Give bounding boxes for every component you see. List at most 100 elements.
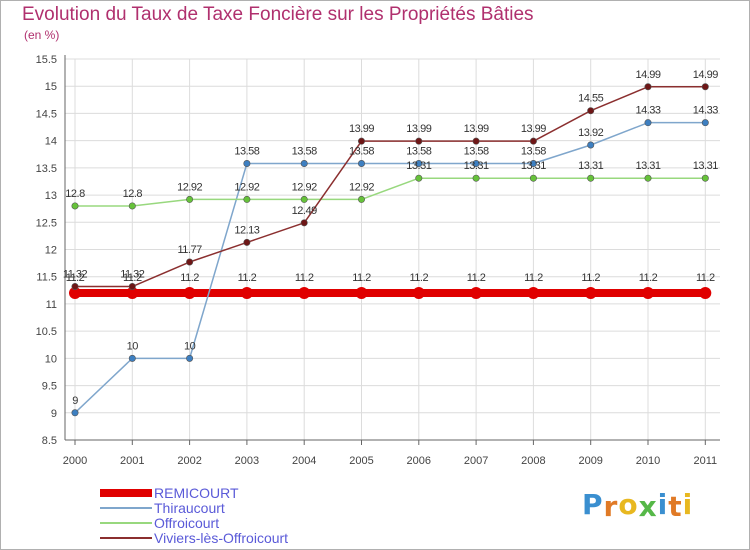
data-point [472,160,480,168]
data-label: 11.2 [238,272,257,284]
data-point [128,202,136,210]
y-tick-label: 15 [45,81,57,93]
data-label: 11.32 [63,269,88,281]
y-tick-label: 10 [45,353,57,365]
chart-title: Evolution du Taux de Taxe Foncière sur l… [22,4,534,25]
data-point [644,119,652,127]
data-label: 11.2 [295,272,314,284]
data-label: 11.2 [123,272,142,284]
data-label: 11.2 [696,272,715,284]
data-point [699,287,712,300]
data-point [186,195,194,203]
y-tick-label: 8.5 [42,435,57,447]
data-label: 14.99 [693,69,718,81]
data-label: 12.8 [65,188,85,200]
data-label: 9 [72,395,78,407]
proxiti-logo: Proxiti [582,488,694,523]
data-label: 11.2 [524,272,543,284]
data-point [701,83,709,91]
data-point [587,174,595,182]
y-tick-label: 10.5 [36,326,57,338]
data-point [298,287,311,300]
data-label: 11.77 [177,244,202,256]
data-label: 13.58 [406,146,431,158]
logo-letter: i [682,488,694,521]
data-label: 12.92 [292,181,317,193]
data-point [243,238,251,246]
data-point [529,174,537,182]
data-point [357,137,365,145]
legend-swatch [100,522,152,524]
data-point [240,287,253,300]
data-point [128,283,136,291]
data-point [587,141,595,149]
data-point [186,354,194,362]
data-label: 14.99 [635,69,660,81]
data-point [69,287,81,300]
data-point [300,195,308,203]
x-tick-label: 2007 [464,455,488,467]
x-tick-label: 2011 [693,455,717,467]
data-point [300,219,308,227]
legend-label: REMICOURT [154,485,239,501]
data-label: 14.55 [578,93,603,105]
data-label: 13.58 [521,146,546,158]
logo-letter: x [638,490,658,523]
data-label: 10 [184,340,196,352]
data-point [71,202,79,210]
data-point [412,287,425,300]
legend-label: Viviers-lès-Offroicourt [154,530,289,546]
series-line-3 [75,86,706,288]
x-tick-label: 2008 [521,455,545,467]
data-label: 13.31 [406,160,431,172]
series-line-2 [75,177,706,207]
data-label: 11.2 [581,272,600,284]
data-label: 13.99 [406,123,431,135]
logo-letter: o [618,488,639,521]
x-tick-label: 2006 [407,455,431,467]
legend-label: Thiraucourt [154,500,225,516]
chart-unit: (en %) [24,28,60,42]
data-label: 10 [127,340,139,352]
data-point [472,137,480,145]
data-point [529,160,537,168]
data-point [128,354,136,362]
y-tick-label: 11.5 [36,272,57,284]
data-label: 13.99 [464,123,489,135]
y-tick-label: 14 [45,136,57,148]
data-label: 14.33 [693,105,718,117]
logo-letter: r [603,490,619,523]
y-tick-label: 15.5 [36,54,57,66]
data-label: 12.8 [123,188,143,200]
y-tick-label: 9 [51,408,57,420]
y-tick-label: 14.5 [36,108,57,120]
data-point [701,119,709,127]
logo-letter: P [582,488,604,521]
data-point [243,160,251,168]
data-point [186,258,194,266]
data-point [71,409,79,417]
legend-swatch [100,507,152,509]
data-label: 11.2 [352,272,371,284]
data-point [584,287,597,300]
data-label: 12.92 [234,181,259,193]
data-label: 12.92 [349,181,374,193]
data-label: 13.99 [349,123,374,135]
data-point [470,287,483,300]
data-label: 13.31 [635,160,660,172]
legend-swatch [100,537,152,539]
data-label: 13.99 [521,123,546,135]
y-tick-label: 9.5 [42,381,57,393]
data-label: 11.2 [66,272,85,284]
data-point [472,174,480,182]
legend-label: Offroicourt [154,515,220,531]
data-label: 13.31 [521,160,546,172]
data-point [415,137,423,145]
data-label: 13.58 [464,146,489,158]
y-tick-label: 13.5 [36,163,57,175]
series-layer [69,83,712,417]
axes: 8.5 9 9.5 10 10.5 11 11.5 12 12.5 13 13.5 14 14.5 15 1… [36,54,720,467]
data-label: 13.58 [234,146,259,158]
data-label: 13.31 [693,160,718,172]
data-point [415,174,423,182]
